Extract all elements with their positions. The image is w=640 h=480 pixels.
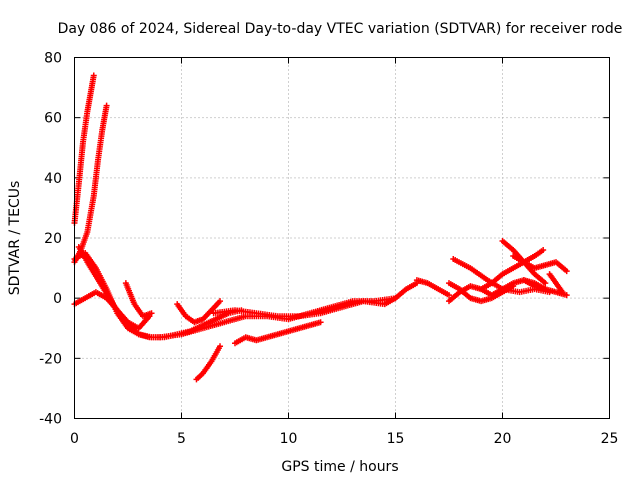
tick-labels: 0 5 10 15 20 25 -40 -20 0 20 40 60 80 [39,51,618,448]
series-track-10 [232,319,324,347]
series-track-20 [546,271,566,296]
series-track-11 [210,280,420,320]
series-track-18 [510,253,570,275]
plot-frame [74,57,610,419]
data-point [559,289,566,296]
data-point [563,268,570,275]
series-track-7 [174,298,224,326]
data-point [103,102,110,109]
y-tick-label: -20 [39,351,62,367]
x-tick-label: 20 [494,431,512,447]
y-tick-label: 40 [44,171,62,187]
y-tick-label: 20 [44,231,62,247]
chart-title: Day 086 of 2024, Sidereal Day-to-day VTE… [58,21,623,37]
data-point [317,319,324,326]
series-track-16 [478,247,547,293]
series-track-12 [413,277,452,299]
y-tick-label: 60 [44,111,62,127]
x-tick-label: 25 [601,431,619,447]
series-track-1 [71,72,97,226]
series-track-9 [193,343,224,383]
data-point [542,280,549,287]
data-point [217,343,224,350]
data-point [217,298,224,305]
x-tick-label: 0 [70,431,79,447]
x-axis-label: GPS time / hours [281,459,398,475]
data-point [148,310,155,317]
series-track-14 [446,280,517,305]
data-point [540,247,547,254]
x-tick-label: 5 [177,431,186,447]
y-axis-label: SDTVAR / TECUs [7,181,23,296]
data-point [446,292,452,299]
data-marks [71,72,570,383]
series-track-6 [122,280,155,320]
data-point [90,72,97,79]
y-tick-label: -40 [39,412,62,428]
y-tick-label: 80 [44,51,62,67]
series-track-3 [71,250,164,341]
y-tick-label: 0 [53,291,62,307]
grid [74,57,610,419]
series-track-5 [71,289,153,332]
x-tick-label: 10 [280,431,298,447]
data-point [563,292,570,299]
x-tick-label: 15 [387,431,405,447]
